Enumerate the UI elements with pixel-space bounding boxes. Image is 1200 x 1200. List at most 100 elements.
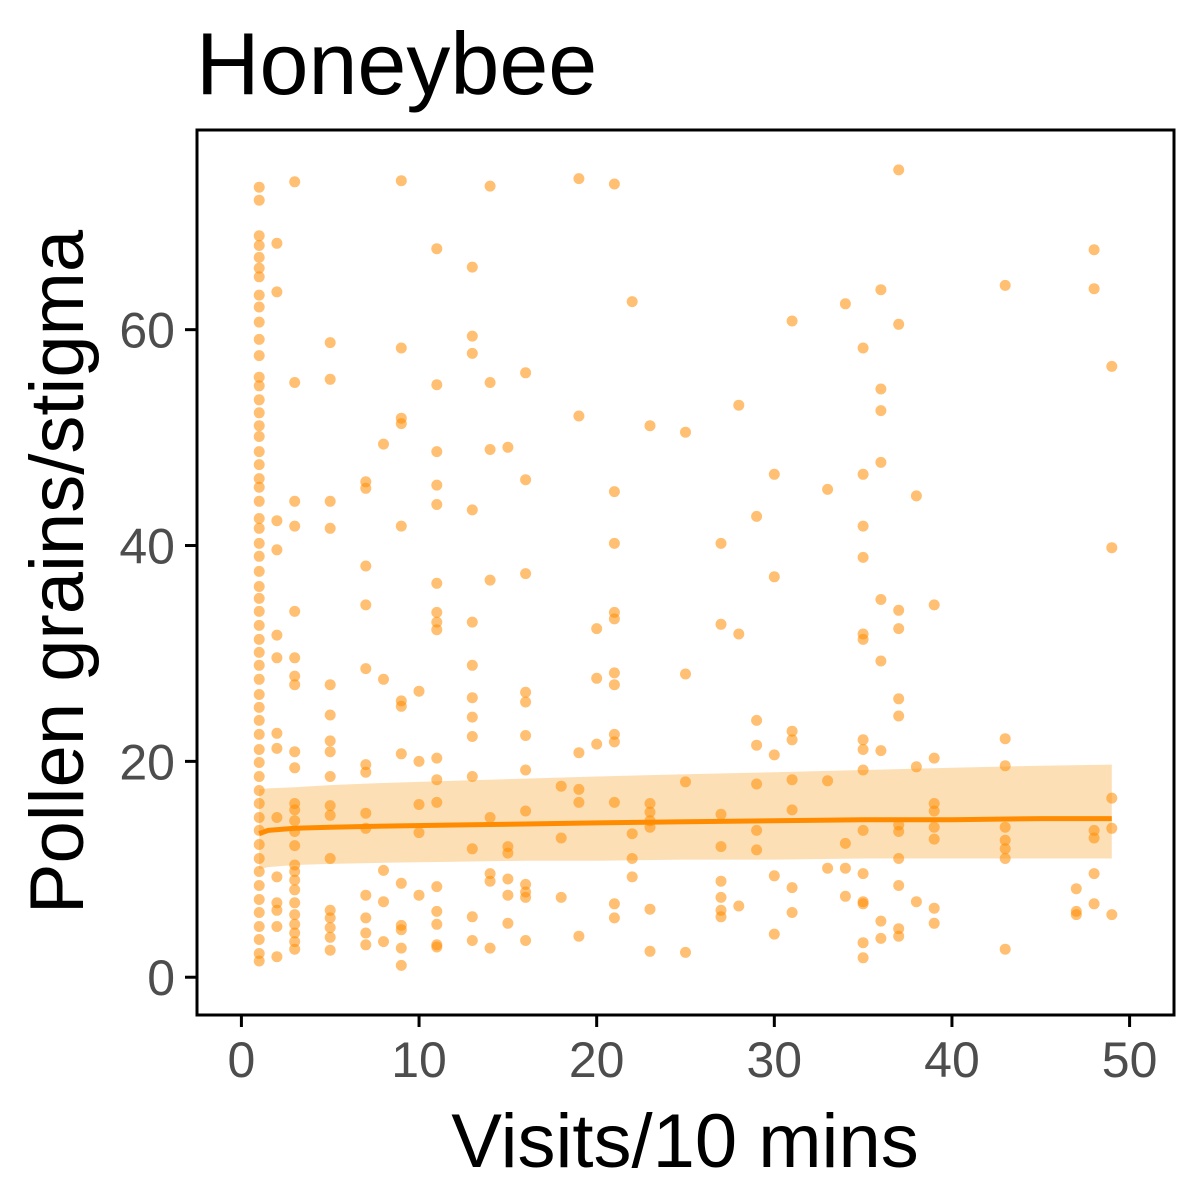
data-point	[573, 930, 585, 942]
data-point	[910, 490, 922, 502]
data-point	[768, 928, 780, 940]
data-point	[875, 284, 887, 296]
data-point	[253, 798, 265, 809]
data-point	[857, 824, 869, 836]
data-point	[999, 843, 1011, 855]
data-point	[1106, 909, 1118, 921]
data-point	[893, 880, 905, 891]
data-point	[857, 520, 869, 532]
data-point	[360, 766, 372, 778]
data-point	[289, 936, 301, 948]
data-point	[573, 783, 585, 795]
data-point	[253, 633, 265, 645]
data-point	[289, 866, 301, 877]
data-point	[751, 739, 763, 751]
data-point	[786, 734, 798, 746]
data-point	[786, 774, 798, 786]
data-point	[395, 877, 407, 889]
data-point	[413, 755, 425, 767]
data-point	[466, 935, 478, 946]
data-point	[484, 868, 496, 880]
y-tick-label: 20	[119, 734, 175, 790]
data-point	[289, 520, 301, 532]
data-point	[928, 902, 940, 914]
data-point	[431, 774, 443, 786]
data-point	[857, 952, 869, 964]
data-point	[466, 504, 478, 516]
data-point	[1088, 824, 1100, 836]
data-point	[431, 243, 443, 255]
data-point	[680, 426, 691, 438]
data-point	[644, 945, 656, 957]
data-point	[253, 537, 265, 549]
data-point	[733, 900, 745, 912]
data-point	[715, 808, 727, 820]
data-point	[928, 805, 940, 817]
data-point	[520, 686, 532, 698]
data-point	[1088, 244, 1100, 256]
data-point	[786, 907, 798, 918]
data-point	[324, 809, 336, 821]
data-point	[360, 759, 372, 771]
fit-line	[258, 816, 1112, 837]
data-point	[502, 441, 514, 453]
data-point	[253, 701, 265, 713]
data-point	[608, 667, 620, 679]
data-point	[768, 749, 780, 761]
data-point	[573, 796, 585, 808]
data-point	[289, 652, 301, 664]
data-point	[608, 613, 620, 625]
data-point	[413, 799, 425, 810]
data-point	[253, 481, 265, 493]
data-point	[768, 468, 780, 480]
data-point	[520, 878, 532, 890]
data-point	[875, 383, 887, 395]
data-point	[928, 833, 940, 845]
data-point	[395, 342, 407, 354]
data-point	[857, 551, 869, 563]
data-point	[324, 373, 336, 385]
data-point	[253, 581, 265, 592]
data-point	[271, 871, 283, 883]
data-point	[999, 733, 1011, 745]
data-point	[271, 904, 283, 916]
data-point	[715, 841, 727, 853]
data-point	[253, 230, 265, 242]
data-point	[253, 495, 265, 507]
data-point	[857, 468, 869, 480]
data-point	[324, 944, 336, 956]
y-tick-label: 60	[119, 303, 175, 359]
data-point	[484, 812, 496, 823]
data-point	[253, 431, 265, 442]
data-point	[395, 175, 407, 187]
data-point	[253, 592, 265, 604]
data-point	[822, 775, 834, 787]
data-point	[253, 907, 265, 918]
data-point	[253, 289, 265, 301]
data-point	[253, 853, 265, 864]
data-point	[466, 711, 478, 723]
data-point	[289, 897, 301, 909]
data-point	[751, 778, 763, 790]
data-point	[1106, 792, 1118, 804]
data-point	[360, 807, 372, 819]
data-point	[253, 880, 265, 891]
data-point	[1088, 832, 1100, 844]
data-point	[253, 301, 265, 313]
data-point	[360, 927, 372, 939]
data-point	[431, 499, 443, 510]
data-point	[253, 565, 265, 577]
data-point	[324, 522, 336, 534]
data-point	[520, 805, 532, 817]
data-point	[253, 771, 265, 782]
data-point	[893, 604, 905, 616]
data-point	[786, 804, 798, 816]
data-point	[253, 350, 265, 362]
data-point	[289, 840, 301, 852]
data-point	[324, 679, 336, 691]
data-point	[289, 815, 301, 827]
data-point	[253, 333, 265, 345]
data-point	[1106, 542, 1118, 554]
data-point	[502, 889, 514, 901]
